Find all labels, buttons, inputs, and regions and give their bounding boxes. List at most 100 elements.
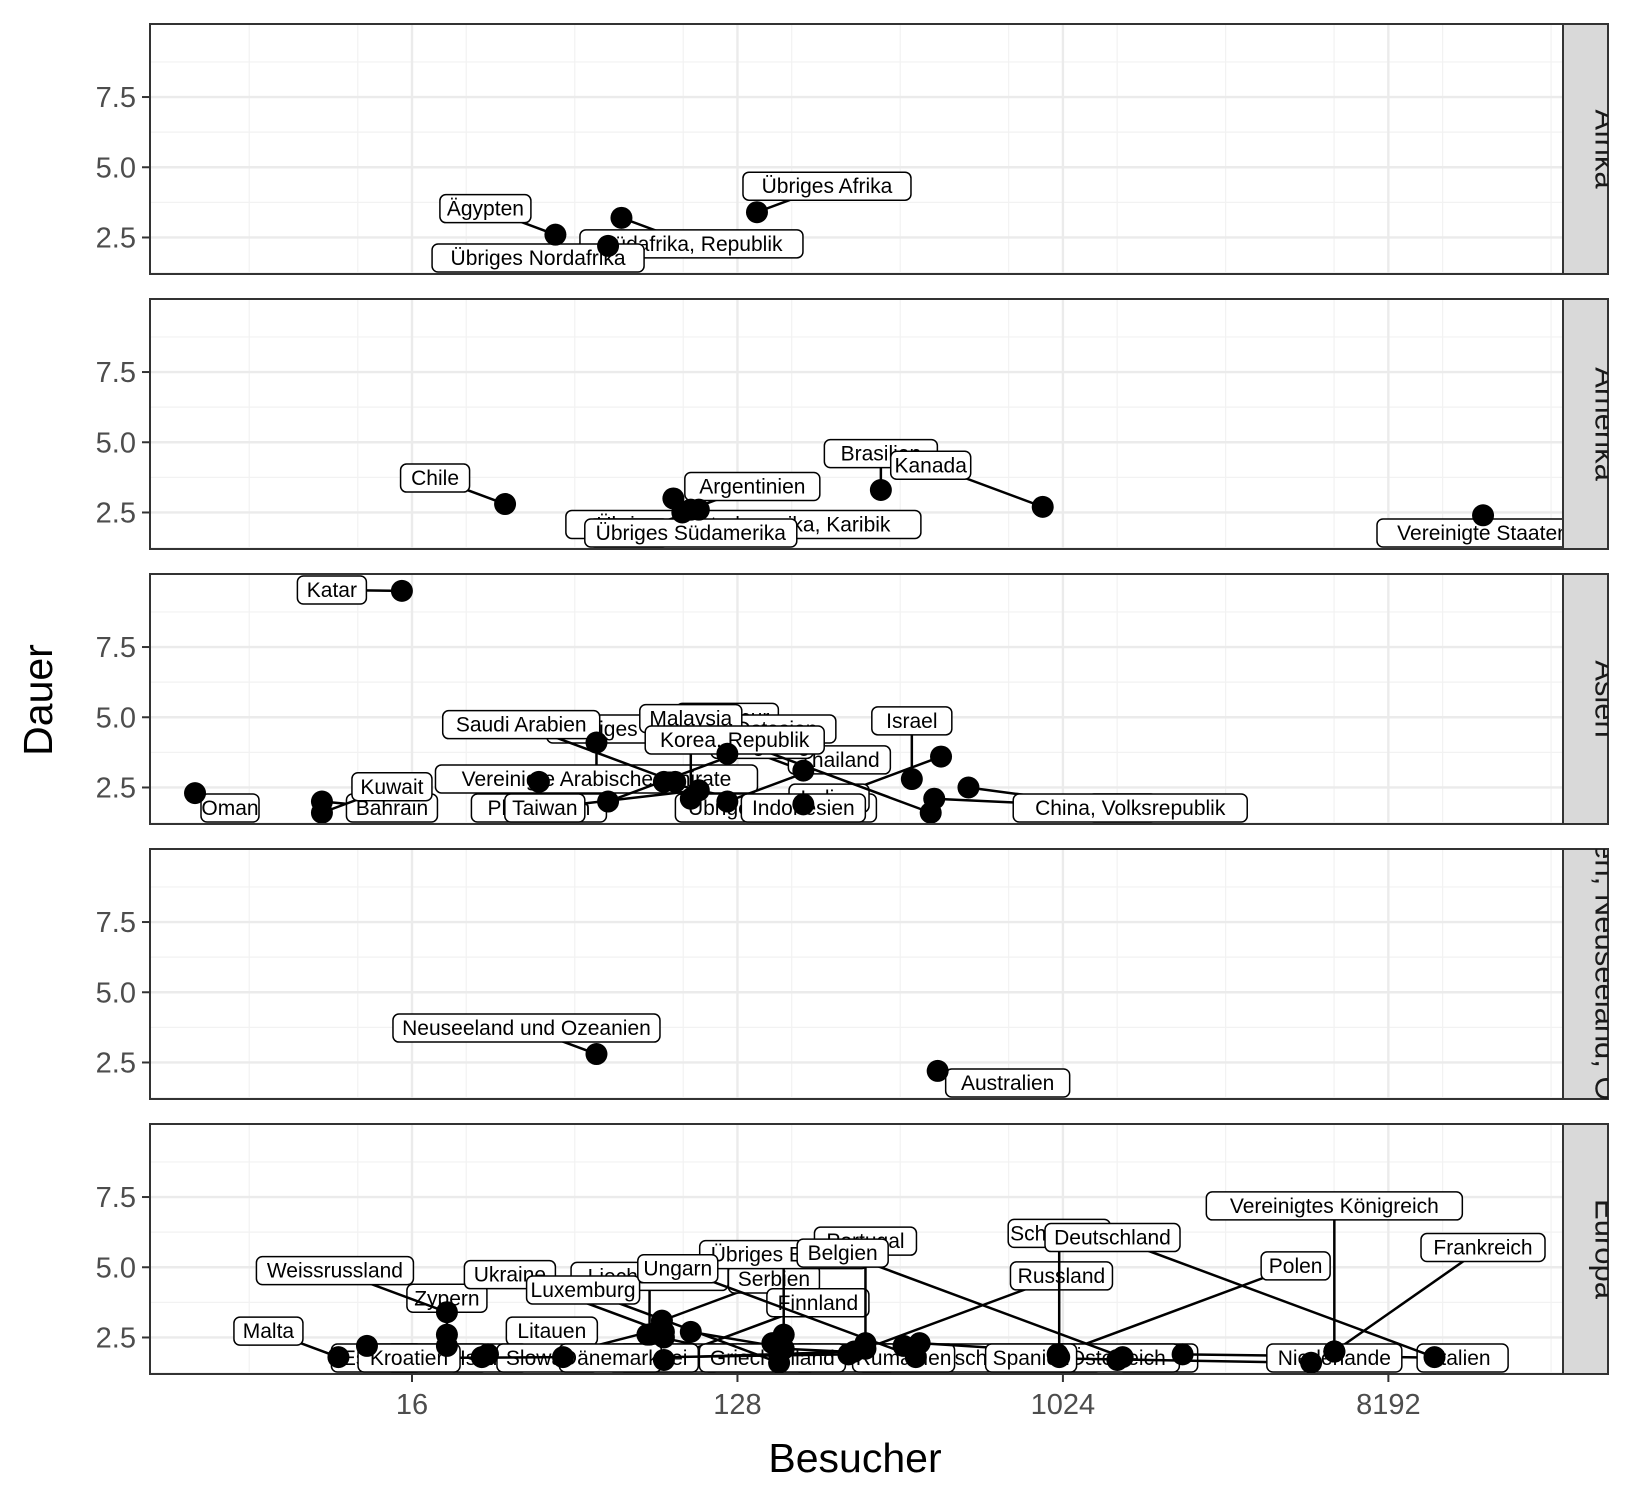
data-point — [1300, 1351, 1323, 1374]
data-label-text: Malaysia — [649, 708, 732, 731]
data-label-text: Argentinien — [699, 475, 805, 498]
data-label-text: Vereinigtes Königreich — [1230, 1195, 1439, 1218]
panel-marks: KatarBahrainOmanKuwaitSingapurVereinigte… — [184, 575, 1248, 824]
data-point — [957, 776, 980, 799]
y-tick-label: 2.5 — [96, 1047, 136, 1079]
data-point — [869, 479, 892, 502]
data-point — [716, 790, 739, 813]
data-label-text: Deutschland — [1054, 1227, 1171, 1250]
data-label: Litauen — [505, 1316, 599, 1346]
panel-marks: ChileÜbriges Zentralamerika, KaribikMexi… — [399, 438, 1563, 548]
strip-label-group: Australien, Neuseeland, Ozeanien — [1589, 739, 1624, 1209]
data-label-text: Korea, Republik — [660, 729, 810, 752]
data-point — [184, 782, 207, 805]
y-tick-label: 7.5 — [96, 82, 136, 114]
data-label: Katar — [296, 575, 368, 605]
y-tick-label: 2.5 — [96, 1322, 136, 1354]
data-label-box — [351, 772, 433, 802]
data-label-text: Malta — [243, 1320, 295, 1343]
y-tick-label: 7.5 — [96, 1182, 136, 1214]
data-point — [390, 579, 413, 602]
label-connector — [842, 1251, 1124, 1359]
facet-strip-label: Amerika — [1589, 367, 1624, 481]
data-point — [792, 759, 815, 782]
data-label: Übriges Afrika — [742, 171, 912, 201]
data-label-box — [684, 471, 821, 502]
data-point — [1472, 504, 1495, 527]
strip-label-group: Afrika — [1589, 109, 1609, 189]
x-tick-label: 1024 — [1031, 1389, 1096, 1421]
data-label-text: Oman — [201, 797, 258, 820]
data-label: Ägypten — [439, 193, 532, 224]
data-label-box — [399, 463, 471, 493]
data-label-text: Litauen — [517, 1320, 586, 1343]
y-tick-label: 2.5 — [96, 222, 136, 254]
data-label-box — [357, 1343, 461, 1373]
data-label-text: Finnland — [778, 1292, 859, 1315]
data-label-box — [637, 1253, 719, 1284]
data-label-text: Polen — [1269, 1255, 1323, 1278]
data-label: Kanada — [889, 450, 972, 481]
data-point — [310, 801, 333, 824]
data-label: Luxemburg — [525, 1275, 641, 1305]
data-label-text: Saudi Arabien — [456, 714, 587, 737]
data-label-text: Zypern — [414, 1287, 479, 1310]
data-point — [1423, 1346, 1446, 1369]
y-tick-label: 5.0 — [96, 977, 136, 1009]
data-point — [355, 1334, 378, 1357]
data-point — [792, 793, 815, 816]
x-axis-title: Besucher — [768, 1435, 941, 1481]
data-label-box — [296, 575, 368, 605]
data-point — [585, 1043, 608, 1066]
data-label-box — [889, 450, 972, 481]
data-point — [837, 1343, 860, 1366]
panel-4: 2.55.07.5MaltaLettlandEstlandLitauenZype… — [96, 1123, 1609, 1375]
facet-strip — [1562, 573, 1609, 825]
y-axis-title: Dauer — [15, 644, 61, 756]
y-tick-label: 5.0 — [96, 702, 136, 734]
y-tick-label: 5.0 — [96, 427, 136, 459]
y-tick-label: 2.5 — [96, 497, 136, 529]
data-label: Taiwan — [504, 793, 586, 823]
data-label: Belgien — [796, 1238, 889, 1268]
y-tick-label: 5.0 — [96, 152, 136, 184]
data-point — [745, 201, 768, 224]
data-label-text: Italien — [1435, 1347, 1491, 1370]
data-point — [679, 787, 702, 810]
data-point — [597, 790, 620, 813]
data-label-text: Neuseeland und Ozeanien — [402, 1017, 651, 1040]
panel-2: 2.55.07.5KatarBahrainOmanKuwaitSingapurV… — [96, 573, 1609, 825]
data-point — [435, 1323, 458, 1346]
data-label: Übriges Nordafrika — [431, 243, 645, 273]
data-label-text: Taiwan — [512, 797, 577, 820]
label-connector — [1112, 1236, 1435, 1359]
panel-background — [150, 24, 1563, 274]
data-label-box — [871, 706, 953, 736]
strip-label-group: Asien — [1589, 660, 1609, 738]
data-label-box — [525, 1275, 641, 1305]
data-point — [926, 1059, 949, 1082]
data-point — [1111, 1346, 1134, 1369]
facet-strip-label: Australien, Neuseeland, Ozeanien — [1589, 739, 1624, 1209]
panel-background — [150, 299, 1563, 549]
data-label: Neuseeland und Ozeanien — [392, 1013, 661, 1043]
data-label-box — [796, 1238, 889, 1268]
data-label-box — [439, 193, 532, 224]
data-point — [527, 770, 550, 793]
data-label: Argentinien — [684, 471, 821, 502]
data-label: Malta — [233, 1316, 304, 1346]
data-label-box — [944, 1068, 1071, 1098]
data-point — [854, 1332, 877, 1355]
data-label-text: Russland — [1018, 1265, 1106, 1288]
data-label: Vereinigtes Königreich — [1205, 1191, 1464, 1221]
data-point — [652, 1348, 675, 1371]
data-label-box — [504, 793, 586, 823]
data-label-text: Australien — [961, 1072, 1054, 1095]
data-label-text: Israel — [886, 710, 937, 733]
data-label-box — [1009, 1261, 1114, 1291]
label-connector — [1057, 1264, 1297, 1356]
